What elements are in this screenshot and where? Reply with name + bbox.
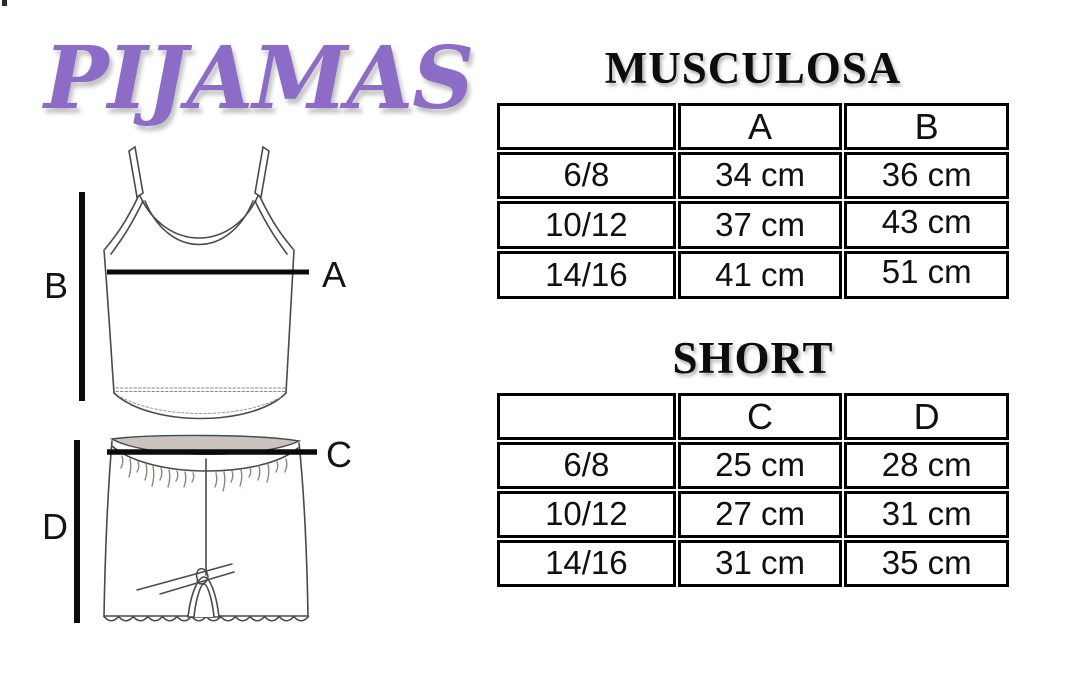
measure-label-c: C (326, 434, 352, 475)
value-cell: 37 cm (677, 201, 843, 249)
waist-gathers (120, 455, 288, 492)
left-armhole-inner (110, 200, 144, 255)
table-row: 10/12 37 cm 43 cm (497, 201, 1009, 249)
right-strap (254, 145, 270, 199)
musculosa-table: A B 6/8 34 cm 36 cm 10/12 37 cm 43 cm 14… (495, 101, 1011, 301)
measure-label-d: D (42, 506, 68, 547)
value-cell: 51 cm (844, 251, 1009, 299)
left-strap (128, 145, 144, 199)
size-cell: 10/12 (497, 201, 676, 249)
value-cell: 27 cm (677, 491, 843, 538)
garment-diagram: A B (2, 0, 352, 623)
right-side-seam (285, 249, 295, 394)
left-side-seam (103, 249, 115, 394)
measure-label-a: A (322, 254, 346, 295)
musculosa-panel: MUSCULOSA A B 6/8 34 cm 36 cm 10/12 37 c… (495, 42, 1011, 301)
size-cell: 14/16 (497, 540, 676, 587)
neckline-inner (144, 200, 254, 246)
value-cell: 36 cm (844, 152, 1009, 199)
size-cell: 14/16 (497, 251, 676, 299)
size-cell: 10/12 (497, 491, 676, 538)
left-armhole (104, 196, 139, 250)
bottom-hem-inner-stitch (120, 396, 282, 414)
corner-cell (497, 393, 676, 440)
table-row: 10/12 27 cm 31 cm (497, 491, 1009, 538)
shorts-left-edge (103, 440, 113, 617)
musculosa-title: MUSCULOSA (604, 43, 902, 93)
value-cell: 35 cm (844, 540, 1009, 587)
column-header-a: A (677, 103, 843, 150)
value-cell: 31 cm (677, 540, 843, 587)
scan-artifact (2, 0, 7, 6)
header-row: C D (497, 393, 1009, 440)
value-cell: 28 cm (844, 442, 1009, 489)
column-header-b: B (844, 103, 1009, 150)
header-row: A B (497, 103, 1009, 150)
table-row: 6/8 25 cm 28 cm (497, 442, 1009, 489)
shorts-right-edge (298, 442, 309, 617)
shorts-drawing (103, 434, 310, 622)
table-row: 6/8 34 cm 36 cm (497, 152, 1009, 199)
value-cell: 43 cm (844, 201, 1009, 249)
right-armhole-inner (254, 200, 288, 255)
short-title: SHORT (672, 333, 834, 383)
table-row: 14/16 31 cm 35 cm (497, 540, 1009, 587)
table-row: 14/16 41 cm 51 cm (497, 251, 1009, 299)
measure-label-b: B (44, 265, 68, 306)
corner-cell (497, 103, 676, 150)
value-cell: 25 cm (677, 442, 843, 489)
drawstring-bow (136, 563, 235, 595)
size-cell: 6/8 (497, 152, 676, 199)
tank-top-drawing (103, 145, 295, 420)
neckline-outer (139, 195, 259, 239)
right-armhole (259, 196, 294, 250)
brand-title: PIJAMAS (44, 28, 474, 129)
short-panel: SHORT C D 6/8 25 cm 28 cm 10/12 27 cm 31… (495, 332, 1011, 589)
short-table: C D 6/8 25 cm 28 cm 10/12 27 cm 31 cm 14… (495, 391, 1011, 589)
column-header-d: D (844, 393, 1009, 440)
column-header-c: C (677, 393, 843, 440)
value-cell: 41 cm (677, 251, 843, 299)
bottom-hem-curve (113, 392, 287, 420)
value-cell: 31 cm (844, 491, 1009, 538)
size-cell: 6/8 (497, 442, 676, 489)
value-cell: 34 cm (677, 152, 843, 199)
